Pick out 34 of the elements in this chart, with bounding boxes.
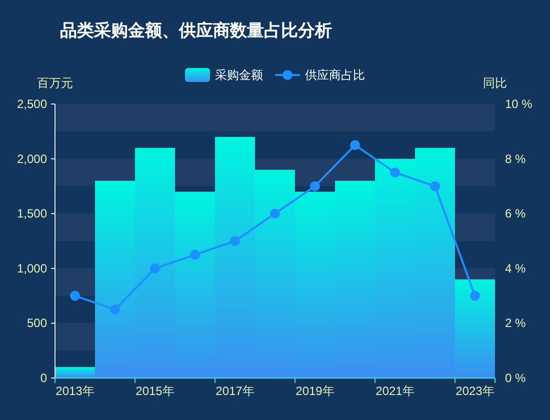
y2-tick-label: 10 %: [505, 97, 533, 111]
x-tick-label: 2023年: [456, 384, 494, 398]
y2-tick-label: 2 %: [505, 316, 526, 330]
chart-title: 品类采购金额、供应商数量占比分析: [60, 21, 332, 40]
y-axis-title: 百万元: [37, 76, 73, 90]
legend-label: 采购金额: [215, 68, 263, 82]
y-tick-label: 2,500: [16, 97, 48, 111]
point: [310, 181, 320, 192]
y-tick-label: 0: [40, 371, 48, 385]
point: [230, 236, 240, 246]
y-tick-label: 500: [26, 316, 48, 330]
point: [390, 168, 400, 178]
y2-tick-label: 6 %: [505, 206, 526, 221]
point: [270, 208, 280, 219]
y-tick-label: 2,000: [16, 152, 48, 166]
point: [430, 181, 440, 192]
x-tick-label: 2013年: [56, 384, 94, 398]
y2-tick-label: 4 %: [505, 261, 526, 276]
point: [110, 304, 120, 314]
y2-tick-label: 8 %: [505, 152, 526, 166]
y-tick-label: 1,500: [16, 206, 48, 221]
x-tick-label: 2019年: [296, 384, 334, 398]
point: [350, 140, 360, 150]
y2-axis-title: 同比: [483, 76, 507, 90]
x-tick-label: 2021年: [376, 384, 414, 398]
point: [470, 290, 480, 301]
point: [70, 290, 80, 301]
x-tick-label: 2015年: [136, 384, 174, 398]
point: [190, 250, 200, 260]
y-tick-label: 1,000: [16, 261, 48, 276]
y2-tick-label: 0 %: [505, 371, 526, 385]
legend-label: 供应商占比: [305, 68, 365, 82]
x-tick-label: 2017年: [216, 384, 254, 398]
point: [150, 263, 160, 274]
